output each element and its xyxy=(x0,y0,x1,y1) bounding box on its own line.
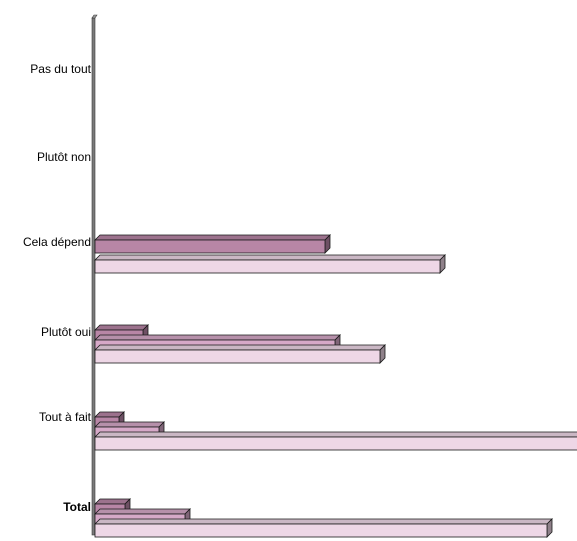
bar-top-face xyxy=(94,254,446,261)
bar-4-2 xyxy=(94,431,577,451)
bar-top-face xyxy=(94,334,341,341)
bar-front-face xyxy=(94,523,548,538)
bar-front-face xyxy=(94,239,326,254)
bar-top-face xyxy=(94,234,331,241)
axis-wall xyxy=(91,17,96,536)
bar-top-face xyxy=(94,324,149,331)
bar-top-face xyxy=(94,421,165,428)
bar-top-face xyxy=(94,518,553,525)
bar-top-face xyxy=(94,344,386,351)
category-label-1: Plutôt non xyxy=(37,150,91,164)
category-label-3: Plutôt oui xyxy=(41,325,91,339)
bar-top-face xyxy=(94,508,191,515)
category-label-5: Total xyxy=(63,500,91,514)
bar-2-0 xyxy=(94,234,331,254)
bar-2-2 xyxy=(94,254,446,274)
axis-wall-top xyxy=(91,14,98,19)
category-label-4: Tout à fait xyxy=(39,410,92,424)
bar-5-2 xyxy=(94,518,553,538)
bar-3-2 xyxy=(94,344,386,364)
bar-top-face xyxy=(94,498,131,505)
bar-front-face xyxy=(94,436,577,451)
category-label-2: Cela dépend xyxy=(23,235,91,249)
bar-front-face xyxy=(94,349,381,364)
bar-front-face xyxy=(94,259,441,274)
category-label-0: Pas du tout xyxy=(30,62,91,76)
bar-top-face xyxy=(94,431,577,438)
